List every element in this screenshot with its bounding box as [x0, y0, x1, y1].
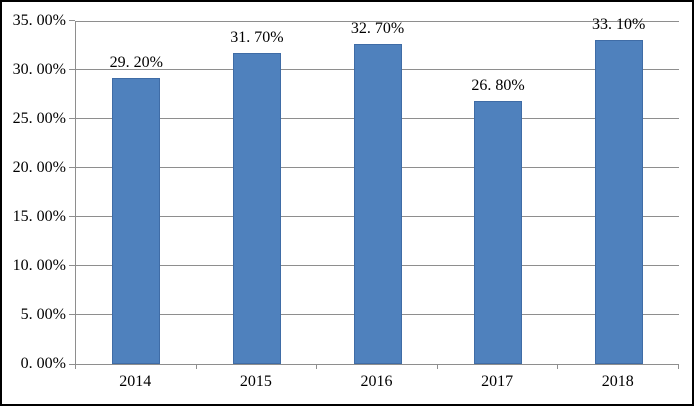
x-axis-label: 2014 [119, 373, 152, 390]
bar [474, 101, 523, 364]
bar [112, 77, 161, 364]
y-axis-tick [69, 265, 75, 266]
y-axis-label: 35. 00% [12, 12, 66, 29]
y-axis-label: 10. 00% [12, 257, 66, 274]
x-axis-tick [436, 364, 438, 369]
plot-area: 29. 20% 31. 70% 32. 70% 26. 80% 33. 10% [69, 16, 679, 365]
y-axis-label: 15. 00% [12, 208, 66, 225]
y-axis-label: 20. 00% [12, 159, 66, 176]
x-axis-tick [557, 364, 559, 369]
bar-value-label: 26. 80% [471, 77, 525, 95]
gridline [76, 21, 679, 22]
bar-value-label: 29. 20% [109, 53, 163, 71]
x-axis-tick [316, 364, 318, 369]
y-axis-label: 25. 00% [12, 110, 66, 127]
bar-value-label: 33. 10% [592, 15, 646, 33]
x-axis-tick [195, 364, 197, 369]
y-axis-label: 0. 00% [20, 355, 66, 372]
y-axis-tick [69, 167, 75, 168]
y-axis-tick [69, 364, 75, 365]
y-axis-tick [69, 216, 75, 217]
bar-value-label: 32. 70% [350, 19, 405, 37]
x-axis-label: 2017 [481, 373, 514, 390]
bar [353, 43, 402, 364]
x-axis-tick [678, 364, 679, 369]
y-axis-tick [69, 20, 75, 21]
x-axis-label: 2018 [601, 373, 634, 390]
x-axis-label: 2016 [360, 373, 393, 390]
bar [594, 39, 643, 364]
y-axis-tick [69, 69, 75, 70]
x-axis-tick [75, 364, 76, 369]
y-axis-tick [69, 314, 75, 315]
x-axis-label: 2015 [239, 373, 272, 390]
bar-value-label: 31. 70% [230, 29, 284, 47]
y-axis-tick [69, 118, 75, 119]
y-axis-label: 30. 00% [12, 61, 66, 78]
y-axis-label: 5. 00% [20, 306, 66, 323]
bar [232, 53, 281, 364]
